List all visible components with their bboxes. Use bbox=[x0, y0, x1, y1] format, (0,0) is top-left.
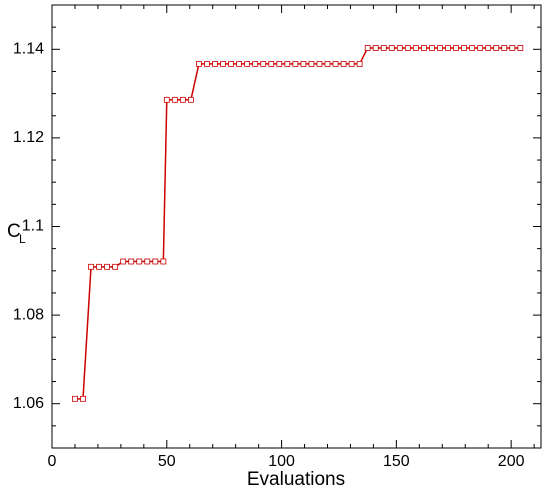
point-marker bbox=[196, 61, 202, 67]
y-tick-label: 1.14 bbox=[13, 41, 44, 58]
point-marker bbox=[292, 61, 299, 67]
point-marker bbox=[396, 45, 403, 51]
point-marker bbox=[128, 258, 135, 265]
point-marker bbox=[187, 96, 194, 103]
point-marker bbox=[236, 61, 243, 67]
point-marker bbox=[80, 395, 86, 402]
plot-frame bbox=[51, 4, 542, 449]
point-marker bbox=[171, 96, 178, 103]
series-line bbox=[74, 47, 521, 400]
point-marker bbox=[276, 61, 283, 67]
point-marker bbox=[509, 45, 516, 51]
point-marker bbox=[163, 96, 170, 103]
point-marker bbox=[88, 263, 94, 270]
point-marker bbox=[388, 45, 395, 51]
point-marker bbox=[332, 61, 339, 67]
point-marker bbox=[96, 263, 102, 270]
y-axis-title-subscript: L bbox=[19, 232, 26, 246]
point-marker bbox=[179, 96, 186, 103]
point-marker bbox=[404, 45, 411, 51]
point-marker bbox=[501, 45, 508, 51]
point-marker bbox=[437, 45, 443, 51]
point-marker bbox=[72, 395, 78, 402]
y-tick-label: 1.1 bbox=[22, 218, 44, 235]
point-marker bbox=[244, 61, 251, 67]
point-marker bbox=[372, 45, 379, 51]
point-marker bbox=[380, 45, 387, 51]
point-marker bbox=[120, 258, 127, 265]
point-marker bbox=[284, 61, 291, 67]
point-marker bbox=[204, 61, 210, 67]
point-marker bbox=[112, 263, 119, 270]
point-marker bbox=[136, 258, 143, 265]
point-marker bbox=[152, 258, 159, 265]
point-marker bbox=[316, 61, 323, 67]
point-marker bbox=[493, 45, 500, 51]
point-marker bbox=[252, 61, 259, 67]
point-marker bbox=[212, 61, 218, 67]
y-tick-label: 1.06 bbox=[13, 395, 44, 412]
point-marker bbox=[340, 61, 347, 67]
point-marker bbox=[220, 61, 226, 67]
point-marker bbox=[228, 61, 234, 67]
x-tick-label: 200 bbox=[498, 453, 525, 470]
point-marker bbox=[429, 45, 435, 51]
point-marker bbox=[412, 45, 419, 51]
point-marker bbox=[356, 61, 363, 67]
point-marker bbox=[517, 45, 524, 51]
x-tick-label: 150 bbox=[383, 453, 410, 470]
point-marker bbox=[260, 61, 267, 67]
y-axis-title: C bbox=[7, 221, 21, 242]
point-marker bbox=[324, 61, 331, 67]
point-marker bbox=[364, 45, 371, 51]
x-tick-label: 0 bbox=[48, 453, 57, 470]
x-tick-label: 100 bbox=[268, 453, 295, 470]
point-marker bbox=[461, 45, 467, 51]
point-marker bbox=[348, 61, 355, 67]
point-marker bbox=[268, 61, 275, 67]
point-marker bbox=[300, 61, 307, 67]
x-tick-label: 50 bbox=[158, 453, 176, 470]
y-tick-label: 1.08 bbox=[13, 306, 44, 323]
point-marker bbox=[421, 45, 427, 51]
point-marker bbox=[453, 45, 459, 51]
point-marker bbox=[445, 45, 451, 51]
point-marker bbox=[477, 45, 484, 51]
point-marker bbox=[485, 45, 492, 51]
point-marker bbox=[160, 258, 167, 265]
point-marker bbox=[144, 258, 151, 265]
point-marker bbox=[308, 61, 315, 67]
y-tick-label: 1.12 bbox=[13, 129, 44, 146]
point-marker bbox=[469, 45, 476, 51]
x-axis-title: Evaluations bbox=[247, 469, 345, 490]
point-marker bbox=[104, 263, 110, 270]
